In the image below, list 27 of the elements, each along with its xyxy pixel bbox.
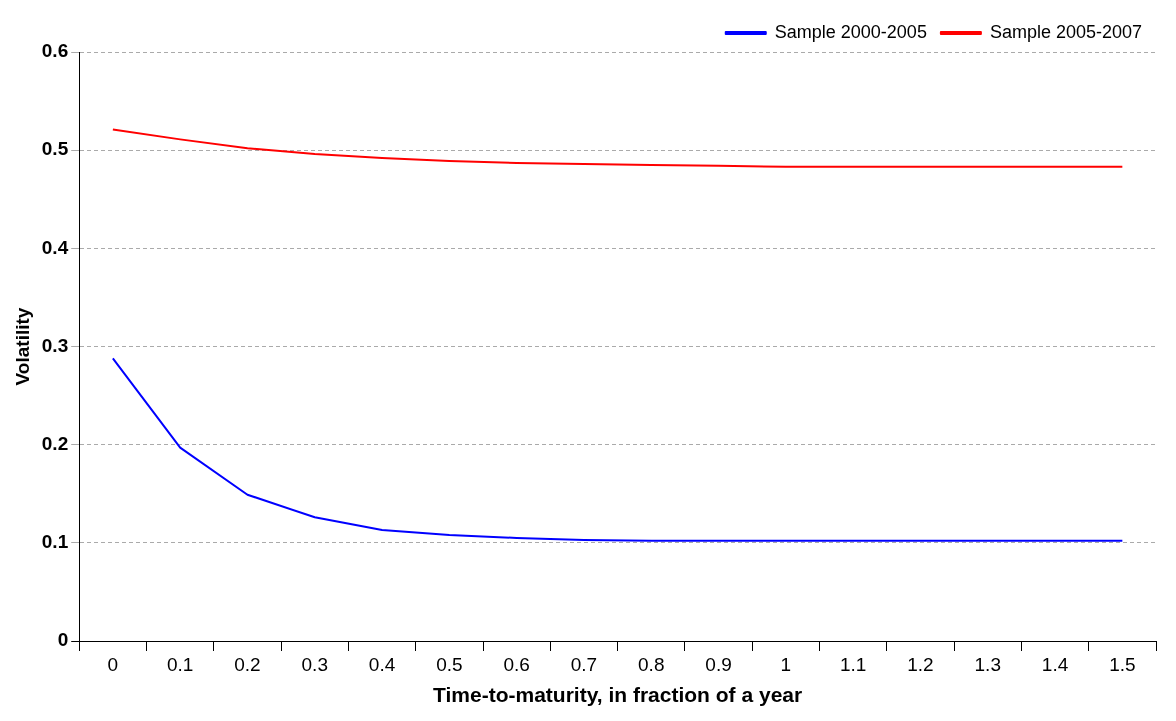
x-tick-label: 0.5 bbox=[436, 653, 463, 675]
y-tick-label: 0.3 bbox=[41, 334, 69, 356]
y-tick-label: 0.5 bbox=[41, 138, 69, 160]
y-tick-label: 0.6 bbox=[41, 40, 69, 62]
x-tick-label: 0.7 bbox=[570, 653, 598, 675]
x-tick-label: 0.4 bbox=[368, 653, 396, 675]
x-tick-label: 0.2 bbox=[234, 653, 261, 675]
y-tick-label: 0.2 bbox=[41, 432, 69, 454]
y-tick-label: 0.4 bbox=[41, 236, 69, 258]
x-tick-label: 1.2 bbox=[907, 653, 934, 675]
x-tick-label: 1.5 bbox=[1109, 653, 1136, 675]
y-axis-title: Volatility bbox=[11, 307, 33, 386]
x-tick-label: 1 bbox=[780, 653, 792, 675]
x-tick-label: 0.6 bbox=[503, 653, 530, 675]
x-tick-label: 1.4 bbox=[1041, 653, 1069, 675]
y-tick-label: 0 bbox=[57, 629, 69, 651]
x-axis-title: Time-to-maturity, in fraction of a year bbox=[433, 683, 803, 707]
x-tick-label: 0.3 bbox=[301, 653, 328, 675]
x-tick-label: 0.9 bbox=[705, 653, 732, 675]
x-tick-label: 0.8 bbox=[638, 653, 665, 675]
y-tick-label: 0.1 bbox=[41, 531, 69, 553]
x-tick-label: 0 bbox=[107, 653, 119, 675]
legend-label: Sample 2000-2005 bbox=[774, 21, 927, 42]
x-tick-label: 0.1 bbox=[166, 653, 194, 675]
x-tick-label: 1.1 bbox=[839, 653, 867, 675]
x-tick-label: 1.3 bbox=[974, 653, 1001, 675]
legend-label: Sample 2005-2007 bbox=[989, 21, 1143, 42]
